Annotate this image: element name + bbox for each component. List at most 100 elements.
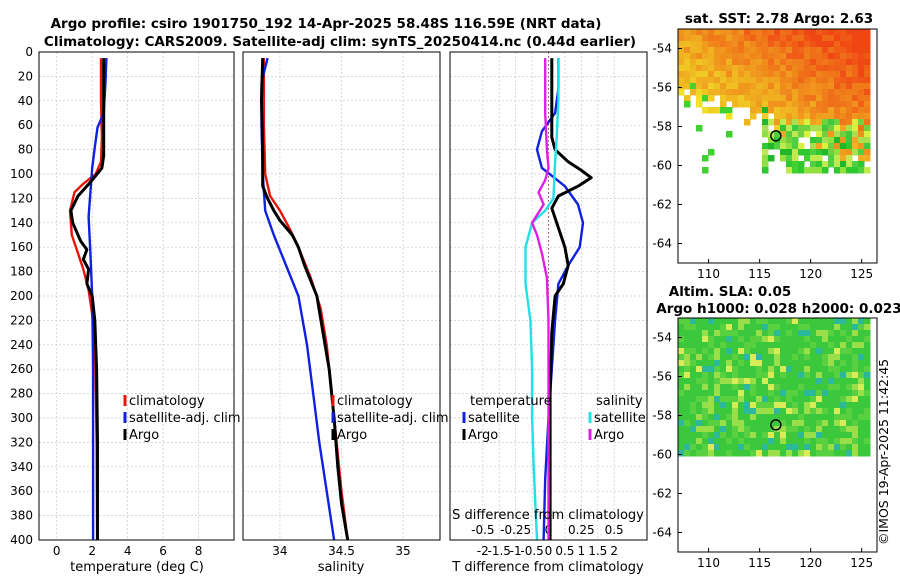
- map-cell: [702, 95, 709, 102]
- map-cell: [792, 41, 799, 48]
- map-cell: [738, 41, 745, 48]
- map-cell: [678, 65, 685, 72]
- map-x-tick-label: 125: [850, 267, 873, 281]
- map-cell: [798, 101, 805, 108]
- map-cell: [756, 77, 763, 84]
- map-cell: [840, 143, 847, 150]
- map-cell: [780, 137, 787, 144]
- map-cell: [726, 408, 733, 415]
- map-cell: [768, 342, 775, 349]
- map-cell: [696, 77, 703, 84]
- map-cell: [738, 324, 745, 331]
- map-cell: [804, 131, 811, 138]
- map-cell: [690, 420, 697, 427]
- map-cell: [684, 101, 691, 108]
- map-cell: [816, 414, 823, 421]
- map-y-tick-label: -58: [652, 120, 672, 134]
- map-cell: [822, 113, 829, 120]
- map-cell: [726, 432, 733, 439]
- map-cell: [786, 149, 793, 156]
- argo-float-marker: [770, 130, 782, 142]
- legend-label: satellite: [468, 411, 520, 426]
- map-cell: [720, 438, 727, 445]
- map-cell: [858, 378, 865, 385]
- map-cell: [810, 125, 817, 132]
- map-cell: [864, 444, 871, 451]
- map-cell: [780, 47, 787, 54]
- map-cell: [684, 438, 691, 445]
- map-cell: [834, 131, 841, 138]
- map-cell: [750, 65, 757, 72]
- map-cell: [750, 426, 757, 433]
- map-cell: [792, 53, 799, 60]
- map-cell: [684, 450, 691, 457]
- map-cell: [798, 396, 805, 403]
- map-cell: [810, 29, 817, 36]
- map-cell: [792, 342, 799, 349]
- map-cell: [726, 396, 733, 403]
- map-cell: [852, 53, 859, 60]
- map-cell: [780, 372, 787, 379]
- map-cell: [792, 354, 799, 361]
- map-cell: [678, 366, 685, 373]
- map-cell: [762, 113, 769, 120]
- map-cell: [798, 330, 805, 337]
- map-cell: [750, 59, 757, 66]
- map-cell: [780, 330, 787, 337]
- map-cell: [834, 125, 841, 132]
- map-cell: [774, 366, 781, 373]
- map-cell: [840, 330, 847, 337]
- map-cell: [798, 348, 805, 355]
- map-cell: [720, 330, 727, 337]
- map-cell: [798, 324, 805, 331]
- x-tick-label: 1: [578, 544, 586, 558]
- map-cell: [726, 402, 733, 409]
- map-cell: [696, 390, 703, 397]
- map-cell: [762, 29, 769, 36]
- map-cell: [750, 41, 757, 48]
- series-line: [535, 58, 585, 541]
- map-cell: [690, 426, 697, 433]
- map-cell: [684, 354, 691, 361]
- map-cell: [714, 396, 721, 403]
- map-cell: [804, 41, 811, 48]
- map-cell: [738, 408, 745, 415]
- map-cell: [756, 354, 763, 361]
- map-cell: [798, 426, 805, 433]
- map-cell: [786, 348, 793, 355]
- map-cell: [756, 366, 763, 373]
- map-cell: [708, 324, 715, 331]
- map-cell: [858, 342, 865, 349]
- map-cell: [738, 59, 745, 66]
- map-cell: [786, 41, 793, 48]
- map-cell: [858, 29, 865, 36]
- map-cell: [780, 143, 787, 150]
- map-cell: [840, 41, 847, 48]
- difference-top-xlabel: S difference from climatology: [452, 508, 644, 523]
- map-cell: [774, 318, 781, 325]
- map-cell: [744, 89, 751, 96]
- map-cell: [684, 390, 691, 397]
- map-cell: [834, 402, 841, 409]
- map-cell: [714, 324, 721, 331]
- map-cell: [720, 444, 727, 451]
- map-cell: [834, 330, 841, 337]
- map-cell: [798, 336, 805, 343]
- map-cell: [696, 384, 703, 391]
- map-cell: [702, 390, 709, 397]
- map-cell: [828, 414, 835, 421]
- map-frame: [677, 28, 878, 264]
- map-cell: [816, 41, 823, 48]
- y-tick-label: 40: [18, 94, 33, 108]
- map-cell: [810, 143, 817, 150]
- map-cell: [738, 53, 745, 60]
- map-cell: [768, 155, 775, 162]
- map-cell: [804, 372, 811, 379]
- map-cell: [702, 414, 709, 421]
- map-cell: [708, 360, 715, 367]
- map-cell: [714, 342, 721, 349]
- map-cell: [726, 41, 733, 48]
- map-cell: [732, 348, 739, 355]
- map-cell: [798, 438, 805, 445]
- map-cell: [846, 408, 853, 415]
